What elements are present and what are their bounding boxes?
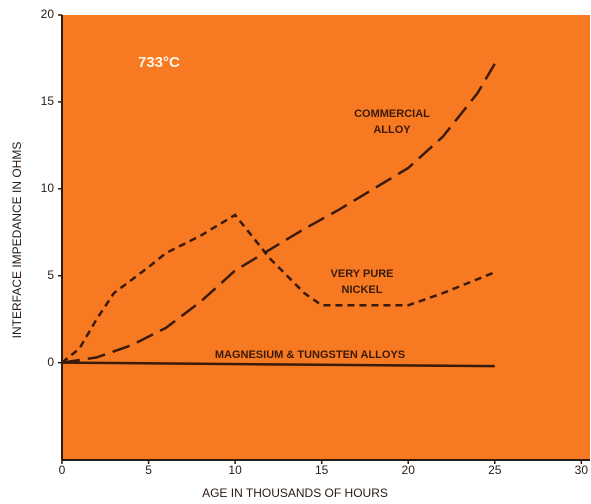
y-tick-label: 15 [41,94,55,108]
y-tick-label: 0 [47,355,54,369]
plot-area [62,15,590,460]
x-tick-label: 20 [402,463,416,477]
y-tick-label: 20 [41,7,55,21]
series-line [61,361,495,368]
x-tick-label: 5 [145,463,152,477]
x-tick-label: 25 [488,463,502,477]
x-tick-label: 15 [315,463,329,477]
x-tick-label: 10 [228,463,242,477]
series-line [61,63,496,364]
x-axis-label: AGE IN THOUSANDS OF HOURS [202,486,388,500]
y-tick-label: 10 [41,181,55,195]
y-axis-label: INTERFACE IMPEDANCE IN OHMS [10,142,24,339]
annotation: 733°C [138,54,180,71]
series-label: MAGNESIUM & TUNGSTEN ALLOYS [214,349,406,361]
x-tick-label: 0 [59,463,66,477]
series-label: COMMERCIAL ALLOY [354,108,430,136]
series-line [61,213,496,364]
y-tick-label: 5 [47,268,54,282]
series-label: VERY PURE NICKEL [330,268,394,296]
x-tick-label: 30 [575,463,589,477]
